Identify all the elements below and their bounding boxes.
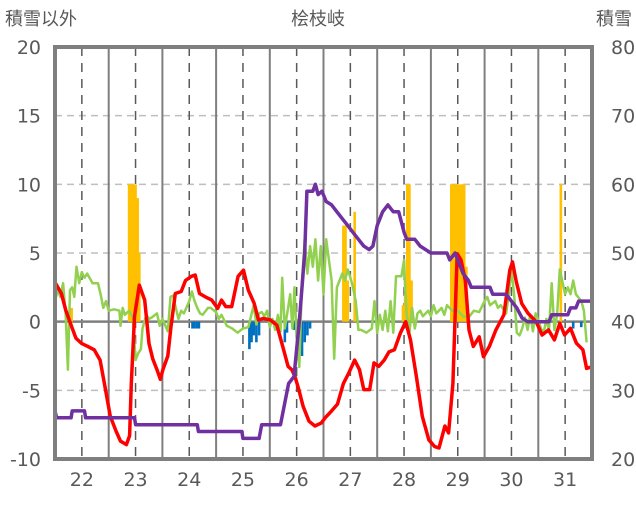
bar-orange — [127, 184, 131, 322]
series-line-purple — [53, 182, 592, 441]
bar-orange — [346, 280, 349, 322]
bar-blue — [292, 321, 296, 330]
bar-orange — [70, 307, 73, 322]
y-tick-left: 15 — [17, 106, 41, 128]
y-tick-right: 70 — [611, 106, 635, 128]
left-axis-title: 積雪以外 — [5, 9, 77, 30]
bar-blue — [255, 321, 258, 343]
y-tick-right: 80 — [611, 37, 635, 59]
bar-blue — [197, 321, 201, 329]
y-tick-right: 50 — [611, 243, 635, 265]
bar-orange — [458, 184, 462, 322]
bar-orange — [462, 184, 466, 322]
series-lines — [53, 182, 592, 450]
bar-blue — [193, 321, 196, 329]
bar-blue — [308, 321, 312, 329]
y-tick-left: -5 — [22, 380, 41, 402]
bar-orange — [136, 198, 139, 322]
y-tick-left: 5 — [29, 243, 41, 265]
bar-blue — [300, 321, 304, 356]
x-tick: 25 — [231, 469, 255, 491]
bar-orange — [129, 184, 133, 322]
chart-title: 桧枝岐 — [291, 9, 345, 30]
bar-blue — [252, 321, 255, 336]
plot-frame — [53, 45, 594, 461]
bar-blue — [571, 321, 575, 329]
y-tick-left: -10 — [10, 449, 41, 471]
x-tick: 22 — [70, 469, 94, 491]
bar-orange — [401, 305, 405, 322]
x-tick: 23 — [123, 469, 147, 491]
bar-blue — [283, 321, 287, 343]
x-tick: 31 — [553, 469, 577, 491]
bar-blue — [257, 321, 261, 336]
bar-orange — [450, 184, 453, 322]
y-tick-left: 20 — [17, 37, 41, 59]
series-line-red — [53, 251, 592, 450]
bar-blue — [579, 321, 583, 328]
bar-blue — [196, 321, 199, 329]
right-axis-title: 積雪 — [596, 9, 632, 30]
x-tick: 30 — [499, 469, 523, 491]
bar-blue — [285, 321, 289, 333]
bar-orange — [408, 184, 411, 322]
bar-orange — [353, 211, 356, 322]
bar-orange — [405, 184, 409, 322]
y-tick-right: 30 — [611, 380, 635, 402]
x-tick: 27 — [338, 469, 362, 491]
bar-orange — [134, 184, 137, 322]
x-tick: 28 — [392, 469, 416, 491]
y-tick-left: 10 — [17, 174, 41, 196]
bar-blue — [191, 321, 194, 329]
y-tick-left: 0 — [29, 312, 41, 334]
bar-blue — [250, 321, 253, 343]
x-tick: 24 — [177, 469, 201, 491]
plot-border — [53, 45, 594, 461]
bar-blue — [248, 321, 251, 350]
bar-blue — [303, 321, 307, 343]
x-tick: 26 — [285, 469, 309, 491]
bar-orange — [410, 280, 413, 322]
x-tick: 29 — [446, 469, 470, 491]
bar-orange — [460, 184, 464, 322]
bar-orange — [559, 184, 563, 322]
gridlines — [55, 47, 592, 459]
y-tick-right: 40 — [611, 312, 635, 334]
y-tick-right: 20 — [611, 449, 635, 471]
bar-blue — [306, 321, 309, 336]
y-tick-right: 60 — [611, 174, 635, 196]
bar-orange — [132, 184, 135, 322]
